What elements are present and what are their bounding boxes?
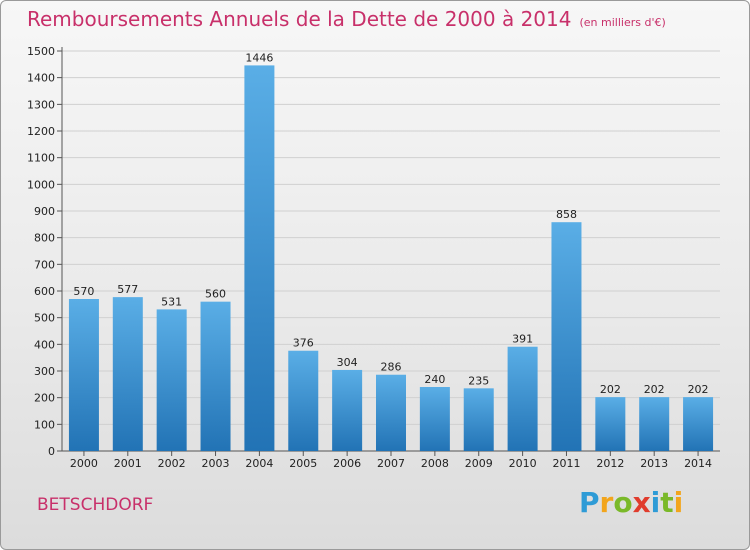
bar: [419, 387, 450, 451]
x-tick-label: 2006: [333, 457, 361, 470]
data-label: 202: [644, 383, 665, 396]
y-tick-label: 300: [34, 365, 55, 378]
y-tick-label: 1300: [27, 98, 55, 111]
x-tick-label: 2010: [509, 457, 537, 470]
bar: [332, 369, 363, 451]
data-label: 202: [688, 383, 709, 396]
bar: [112, 297, 143, 451]
bar: [244, 65, 275, 452]
x-tick-label: 2000: [70, 457, 98, 470]
data-label: 304: [337, 356, 358, 369]
y-tick-label: 700: [34, 258, 55, 271]
logo-letter: r: [599, 486, 614, 519]
y-tick-label: 1500: [27, 45, 55, 58]
bar: [595, 397, 626, 451]
y-tick-label: 0: [48, 445, 55, 458]
y-tick-label: 500: [34, 312, 55, 325]
bar: [156, 309, 187, 451]
y-tick-label: 1400: [27, 72, 55, 85]
data-label: 570: [73, 285, 94, 298]
commune-name: BETSCHDORF: [37, 495, 154, 515]
bar: [200, 301, 231, 451]
y-tick-label: 1100: [27, 152, 55, 165]
data-label: 577: [117, 283, 138, 296]
y-tick-label: 1200: [27, 125, 55, 138]
x-tick-label: 2007: [377, 457, 405, 470]
x-tick-label: 2014: [684, 457, 712, 470]
y-tick-label: 400: [34, 338, 55, 351]
x-tick-label: 2009: [465, 457, 493, 470]
chart-title: Remboursements Annuels de la Dette de 20…: [27, 7, 666, 31]
data-label: 1446: [245, 51, 273, 64]
x-tick-label: 2002: [158, 457, 186, 470]
bar: [68, 299, 99, 451]
y-tick-label: 100: [34, 418, 55, 431]
data-label: 202: [600, 383, 621, 396]
x-tick-label: 2013: [640, 457, 668, 470]
x-tick-label: 2008: [421, 457, 449, 470]
logo-letter: P: [579, 486, 600, 519]
bar: [463, 388, 494, 451]
y-tick-label: 900: [34, 205, 55, 218]
data-label: 560: [205, 288, 226, 301]
x-tick-label: 2004: [245, 457, 273, 470]
y-tick-label: 600: [34, 285, 55, 298]
data-label: 391: [512, 333, 533, 346]
data-label: 376: [293, 337, 314, 350]
title-text: Remboursements Annuels de la Dette de 20…: [27, 7, 572, 31]
y-tick-label: 800: [34, 232, 55, 245]
logo-letter: t: [660, 486, 674, 519]
y-tick-label: 200: [34, 392, 55, 405]
proxiti-logo: Proxiti: [579, 486, 683, 519]
bar: [507, 346, 538, 451]
logo-letter: i: [673, 486, 684, 519]
bar: [639, 397, 670, 451]
data-label: 286: [381, 361, 402, 374]
x-tick-label: 2011: [552, 457, 580, 470]
bar: [551, 222, 582, 451]
subtitle-text: (en milliers d'€): [579, 16, 666, 29]
x-tick-label: 2005: [289, 457, 317, 470]
x-tick-label: 2012: [596, 457, 624, 470]
y-tick-label: 1000: [27, 178, 55, 191]
bar: [376, 374, 406, 451]
bar: [288, 350, 319, 451]
data-label: 235: [468, 374, 489, 387]
logo-letter: x: [632, 486, 651, 519]
bar: [683, 397, 714, 451]
x-tick-label: 2003: [202, 457, 230, 470]
data-label: 240: [424, 373, 445, 386]
logo-letter: i: [650, 486, 661, 519]
data-label: 531: [161, 295, 182, 308]
data-label: 858: [556, 208, 577, 221]
x-tick-label: 2001: [114, 457, 142, 470]
logo-letter: o: [613, 486, 633, 519]
